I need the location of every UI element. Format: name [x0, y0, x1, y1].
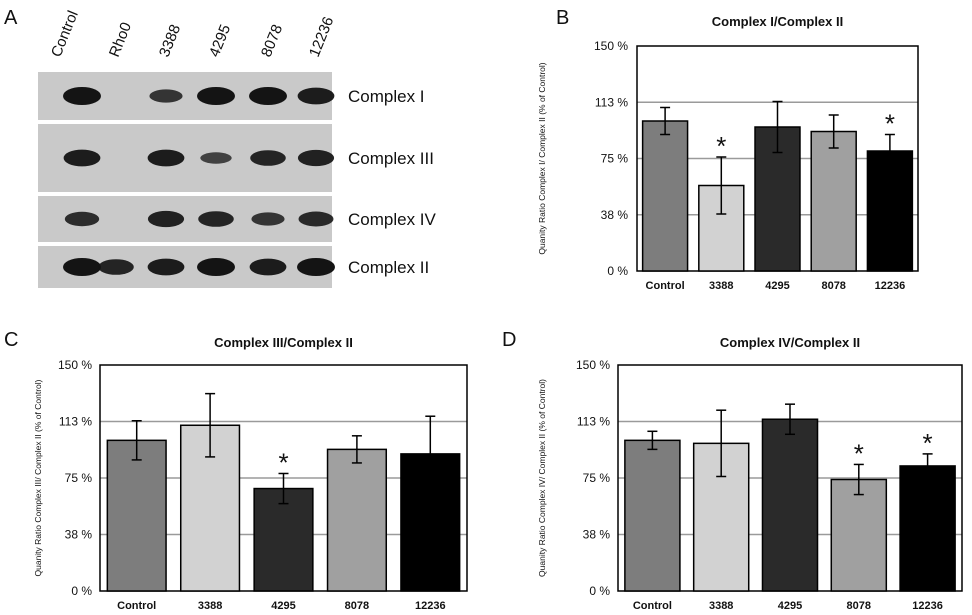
blot-rows: Complex I Complex III Complex IV Complex II: [38, 72, 437, 288]
chart-title-2: Complex IV/Complex II: [720, 335, 860, 350]
blot-row-label-0: Complex I: [348, 87, 425, 106]
blot-band-3-4: [249, 258, 287, 276]
chart-title-1: Complex III/Complex II: [214, 335, 353, 350]
y-tick-label-1-1: 38 %: [65, 528, 93, 542]
bar-0-4: [866, 150, 914, 272]
panel-letter-c: C: [4, 329, 18, 351]
lane-label-5: 12236: [306, 14, 337, 59]
blot-band-3-2: [147, 258, 185, 276]
x-category-label-2-4: 12236: [912, 600, 943, 610]
chart-title-0: Complex I/Complex II: [712, 14, 843, 29]
x-category-label-1-2: 4295: [271, 600, 295, 610]
y-tick-label-0-3: 113 %: [595, 95, 628, 109]
y-tick-label-1-2: 75 %: [65, 471, 93, 485]
blot-band-0-4: [249, 87, 287, 105]
significance-marker-1-2: *: [278, 447, 288, 477]
y-tick-label-1-3: 113 %: [59, 415, 92, 429]
lane-label-2: 3388: [156, 22, 184, 59]
blot-row-label-2: Complex IV: [348, 210, 437, 229]
blot-band-1-2: [147, 149, 185, 167]
significance-marker-0-4: *: [885, 109, 895, 139]
panel-a-western-blot: A Control Rho0 3388 4295 8078 12236 Complex I…: [4, 7, 437, 288]
bar-2-0: [624, 439, 681, 592]
x-category-label-2-3: 8078: [847, 600, 871, 610]
lane-label-1: Rho0: [106, 20, 135, 60]
bar-0-0: [641, 120, 689, 272]
blot-band-0-0: [63, 87, 101, 105]
blot-row-2: Complex IV: [38, 196, 437, 242]
x-category-label-1-3: 8078: [345, 600, 369, 610]
significance-marker-2-4: *: [923, 428, 933, 458]
y-tick-label-2-3: 113 %: [577, 415, 610, 429]
significance-marker-2-3: *: [854, 438, 864, 468]
bar-1-2: [253, 487, 314, 592]
x-category-label-1-1: 3388: [198, 600, 222, 610]
y-tick-label-2-2: 75 %: [583, 471, 611, 485]
panel-letter-b: B: [556, 7, 569, 29]
y-tick-label-1-4: 150 %: [58, 358, 92, 372]
x-category-label-0-2: 4295: [765, 280, 789, 292]
blot-band-3-0: [63, 258, 101, 276]
y-tick-label-0-1: 38 %: [601, 208, 629, 222]
x-category-label-0-4: 12236: [875, 280, 906, 292]
x-category-label-1-4: 12236: [415, 600, 446, 610]
blot-row-label-3: Complex II: [348, 258, 429, 277]
lane-label-4: 8078: [258, 22, 286, 59]
blot-band-0-5: [297, 87, 335, 105]
blot-band-1-5: [297, 149, 335, 167]
blot-row-3: Complex II: [38, 246, 429, 288]
y-tick-label-0-2: 75 %: [601, 152, 629, 166]
x-category-label-0-0: Control: [646, 280, 685, 292]
lane-label-0: Control: [48, 8, 82, 59]
blot-band-2-0: [64, 211, 100, 227]
panel-d-complex4-chart: D Complex IV/Complex II Quanity Ratio Com…: [502, 329, 963, 612]
panel-b-complex1-chart: B Complex I/Complex II Quanity Ratio Comp…: [537, 7, 919, 292]
blot-band-3-1: [98, 259, 134, 275]
blot-band-2-4: [251, 212, 285, 226]
blot-band-2-5: [298, 211, 334, 227]
bar-2-4: [899, 465, 956, 592]
y-tick-label-2-1: 38 %: [583, 528, 611, 542]
x-category-label-0-1: 3388: [709, 280, 733, 292]
lane-label-3: 4295: [206, 22, 234, 59]
blot-band-1-0: [63, 149, 101, 167]
blot-row-label-1: Complex III: [348, 149, 434, 168]
x-category-label-0-3: 8078: [821, 280, 845, 292]
bar-0-3: [810, 130, 857, 272]
y-axis-title-2: Quanity Ratio Complex IV/ Complex II (% …: [537, 379, 547, 577]
y-tick-label-2-0: 0 %: [589, 584, 610, 598]
x-category-label-2-0: Control: [633, 600, 672, 610]
blot-row-1: Complex III: [38, 124, 434, 192]
blot-band-0-2: [149, 89, 183, 103]
panel-c-complex3-chart: C Complex III/Complex II Quanity Ratio Co…: [4, 329, 468, 612]
y-tick-label-0-4: 150 %: [594, 39, 628, 53]
bar-2-3: [830, 478, 888, 592]
blot-band-3-5: [297, 258, 335, 276]
bar-1-3: [326, 448, 388, 592]
bar-1-0: [106, 439, 167, 592]
significance-marker-0-1: *: [716, 131, 726, 161]
blot-band-2-3: [198, 211, 234, 227]
bar-2-2: [761, 418, 819, 592]
x-category-label-1-0: Control: [117, 600, 156, 610]
y-tick-label-2-4: 150 %: [576, 358, 610, 372]
panel-letter-a: A: [4, 7, 18, 29]
panel-letter-d: D: [502, 329, 516, 351]
y-tick-label-0-0: 0 %: [607, 264, 628, 278]
blot-band-1-4: [250, 150, 286, 166]
x-category-label-2-1: 3388: [709, 600, 733, 610]
blot-band-0-3: [197, 87, 235, 105]
y-tick-label-1-0: 0 %: [71, 584, 92, 598]
blot-band-1-3: [200, 152, 232, 164]
blot-lane-labels: Control Rho0 3388 4295 8078 12236: [48, 8, 337, 59]
blot-band-2-2: [147, 210, 185, 228]
y-axis-title-1: Quanity Ratio Complex III/ Complex II (%…: [33, 379, 43, 576]
blot-band-3-3: [197, 258, 235, 276]
blot-row-0: Complex I: [38, 72, 425, 120]
x-category-label-2-2: 4295: [778, 600, 802, 610]
y-axis-title-0: Quanity Ratio Complex I/ Complex II (% o…: [537, 62, 547, 254]
